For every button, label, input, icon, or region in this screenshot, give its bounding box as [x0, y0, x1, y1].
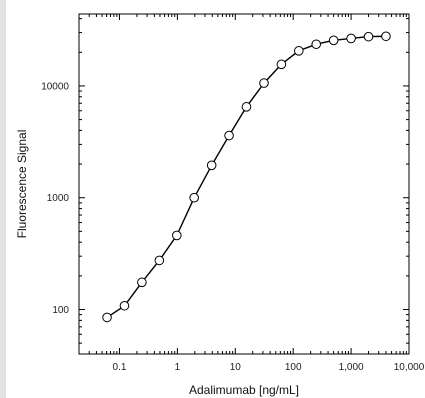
data-point — [276, 59, 287, 70]
x-axis-tick-labels: 0.1 1 10 100 1,000 10,000 — [113, 362, 425, 373]
x-tick-label: 10 — [230, 362, 242, 373]
data-point — [241, 102, 252, 112]
data-point — [137, 277, 147, 288]
x-axis-ticks — [78, 14, 410, 354]
series-group — [102, 31, 391, 323]
data-point — [154, 255, 165, 266]
x-tick-label: 10,000 — [394, 362, 425, 373]
data-point — [119, 300, 130, 311]
plot-frame — [78, 13, 410, 355]
data-point — [206, 160, 217, 171]
data-point — [259, 78, 269, 88]
data-point — [311, 39, 322, 50]
y-axis-tick-labels: 100 1000 10000 — [41, 81, 69, 316]
data-point — [363, 31, 374, 42]
data-point — [294, 46, 304, 56]
data-point — [171, 230, 182, 241]
x-tick-label: 100 — [285, 362, 302, 373]
x-tick-label: 1 — [175, 362, 181, 373]
data-point — [381, 31, 391, 42]
data-point — [224, 130, 234, 141]
data-point — [328, 35, 339, 46]
y-tick-label: 10000 — [41, 81, 69, 92]
y-tick-label: 1000 — [47, 193, 70, 204]
data-point — [346, 33, 356, 44]
x-tick-label: 1,000 — [339, 362, 364, 373]
y-axis-ticks — [79, 18, 409, 355]
x-axis-title: Adalimumab [ng/mL] — [189, 383, 299, 397]
series-line — [106, 35, 387, 318]
y-axis-title: Fluorescence Signal — [15, 130, 29, 239]
y-tick-label: 100 — [52, 305, 69, 316]
data-point — [102, 312, 112, 323]
data-point — [189, 192, 199, 203]
left-edge-strip — [0, 0, 6, 398]
x-tick-label: 0.1 — [113, 362, 127, 373]
